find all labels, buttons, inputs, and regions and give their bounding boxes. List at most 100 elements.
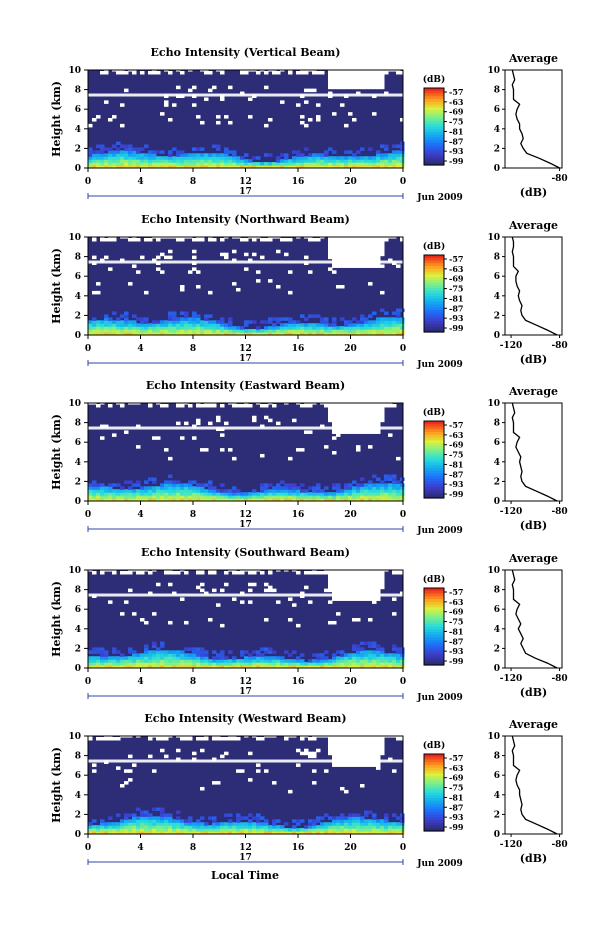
heatmap-cell [228, 825, 233, 829]
heatmap-gap-cell [364, 573, 369, 578]
heatmap-cell [328, 495, 333, 499]
heatmap-gap-cell [344, 585, 349, 590]
heatmap-gap-cell [164, 570, 169, 575]
heatmap-cell [312, 323, 317, 327]
heatmap-gap-cell [220, 448, 225, 452]
heatmap-gap-cell [368, 409, 373, 414]
panel-title: Echo Intensity (Westward Beam) [144, 712, 346, 725]
heatmap-cell [116, 825, 121, 829]
heatmap-cell [180, 825, 185, 829]
colorbar-tick-label: -57 [449, 753, 463, 763]
heatmap-gap-cell [300, 120, 305, 125]
heatmap-cell [384, 656, 389, 660]
colorbar-frame [423, 753, 445, 832]
heatmap-cell [348, 162, 353, 166]
heatmap-cell [396, 308, 401, 313]
heatmap-cell [300, 828, 305, 832]
heatmap-cell [188, 326, 193, 330]
heatmap-gap-cell [92, 290, 97, 295]
heatmap-cell [388, 653, 393, 657]
heatmap-cell [372, 656, 377, 660]
heatmap-cell [156, 822, 161, 826]
colorbar-segment [424, 798, 444, 802]
heatmap-cell [372, 641, 377, 646]
heatmap-gap-cell [328, 576, 333, 581]
heatmap-cell [204, 653, 209, 657]
heatmap-cell [168, 317, 173, 321]
heatmap-cell [228, 828, 233, 832]
heatmap-cell [96, 486, 101, 490]
heatmap-cell [128, 650, 133, 654]
heatmap-gap-cell [332, 243, 337, 248]
heatmap-cell [224, 831, 229, 835]
heatmap-gap-cell [216, 603, 221, 607]
heatmap-cell [108, 498, 113, 502]
heatmap-cell [312, 825, 317, 829]
heatmap-gap-cell [248, 570, 253, 575]
heatmap-cell [116, 483, 121, 487]
heatmap-gap-cell [92, 763, 97, 767]
heatmap-cell [300, 326, 305, 330]
heatmap-cell [160, 165, 165, 169]
heatmap-cell [112, 831, 117, 835]
heatmap-cell [348, 662, 353, 666]
heatmap-cell [180, 656, 185, 660]
beam-panel: Echo Intensity (Southward Beam)0246810He… [50, 546, 568, 703]
heatmap-gap-cell [348, 763, 353, 767]
heatmap-cell [92, 498, 97, 502]
heatmap-gap-cell [360, 754, 365, 759]
colorbar-segment [424, 632, 444, 636]
heatmap-gap-cell [344, 249, 349, 254]
heatmap-cell [232, 486, 237, 490]
profile-y-tick-label: 4 [494, 791, 500, 801]
heatmap-cell [168, 492, 173, 496]
heatmap-gap-cell [360, 424, 365, 429]
heatmap-cell [280, 329, 285, 333]
heatmap-cell [180, 489, 185, 493]
heatmap-gap-cell [176, 237, 181, 242]
heatmap-gap-cell [332, 620, 337, 625]
colorbar-tick-label: -75 [449, 284, 463, 294]
heatmap-cell [308, 831, 313, 835]
heatmap-cell [116, 662, 121, 666]
heatmap-gap-cell [352, 424, 357, 429]
heatmap-cell [88, 492, 93, 496]
heatmap-gap-cell [352, 597, 357, 601]
heatmap-gap-cell [156, 736, 161, 741]
heatmap-cell [316, 159, 321, 163]
heatmap-cell [104, 314, 109, 318]
heatmap-cell [232, 825, 237, 829]
heatmap-cell [92, 489, 97, 493]
y-tick-label: 10 [68, 66, 81, 76]
heatmap-gap-cell [328, 252, 333, 257]
heatmap-cell [400, 147, 405, 151]
heatmap-cell [220, 831, 225, 835]
heatmap-gap-cell [400, 736, 405, 741]
heatmap-cell [184, 492, 189, 496]
heatmap-gap-cell [364, 576, 369, 581]
heatmap-gap-cell [344, 742, 349, 747]
heatmap-cell [212, 486, 217, 490]
heatmap-gap-cell [344, 418, 349, 423]
heatmap-gap-cell [148, 70, 153, 75]
heatmap-cell [316, 819, 321, 823]
heatmap-gap-cell [348, 582, 353, 587]
heatmap-cell [108, 825, 113, 829]
heatmap-cell [264, 162, 269, 166]
heatmap-cell [220, 653, 225, 657]
heatmap-cell [396, 647, 401, 651]
heatmap-cell [244, 659, 249, 663]
heatmap-gap-cell [168, 118, 173, 122]
colorbar-segment [424, 811, 444, 816]
heatmap-gap-cell [112, 570, 117, 575]
heatmap-gap-cell [260, 237, 265, 242]
heatmap-cell [128, 486, 133, 490]
colorbar-segment [424, 440, 444, 444]
heatmap-cell [196, 483, 201, 487]
x-tick-label: 16 [292, 677, 305, 687]
heatmap-gap-cell [128, 237, 133, 242]
heatmap-gap-cell [124, 88, 129, 93]
heatmap-gap-cell [336, 255, 341, 260]
heatmap-gap-cell [376, 73, 381, 78]
heatmap-gap-cell [248, 582, 253, 587]
